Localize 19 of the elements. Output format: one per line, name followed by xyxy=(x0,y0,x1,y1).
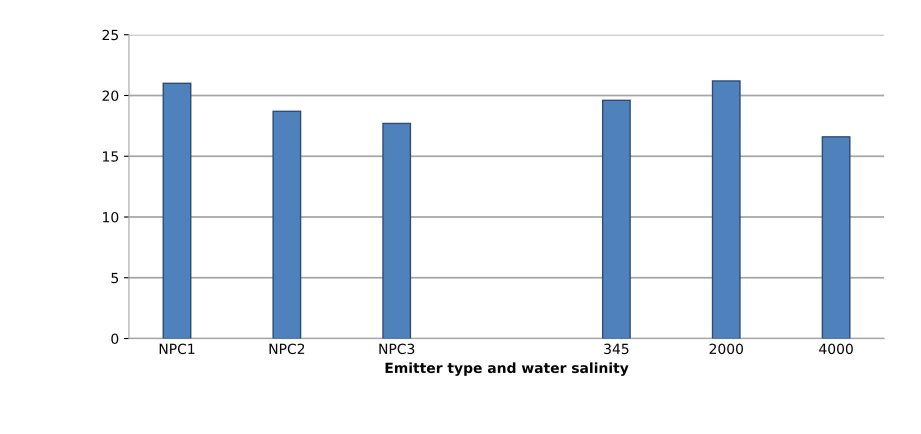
bar xyxy=(602,100,631,339)
bar xyxy=(712,80,741,339)
x-tick-label: NPC3 xyxy=(379,344,414,354)
x-tick-label: 2000 xyxy=(710,344,743,354)
bar xyxy=(822,136,851,339)
x-axis-title: Emitter type and water salinity xyxy=(386,362,629,376)
x-tick-label: 345 xyxy=(604,344,628,354)
y-tick-label: 15 xyxy=(103,151,118,162)
bar xyxy=(382,122,412,339)
x-tick-label: NPC2 xyxy=(270,344,304,354)
y-tick-label: 0 xyxy=(111,333,118,344)
x-tick-label: 4000 xyxy=(819,344,853,354)
y-tick-label: 5 xyxy=(111,272,118,284)
bar xyxy=(272,110,302,339)
y-tick-label: 20 xyxy=(102,90,118,101)
bar xyxy=(162,82,192,339)
y-tick-label: 10 xyxy=(103,212,118,222)
x-tick-label: NPC1 xyxy=(160,344,194,354)
y-tick-label: 25 xyxy=(102,30,118,40)
